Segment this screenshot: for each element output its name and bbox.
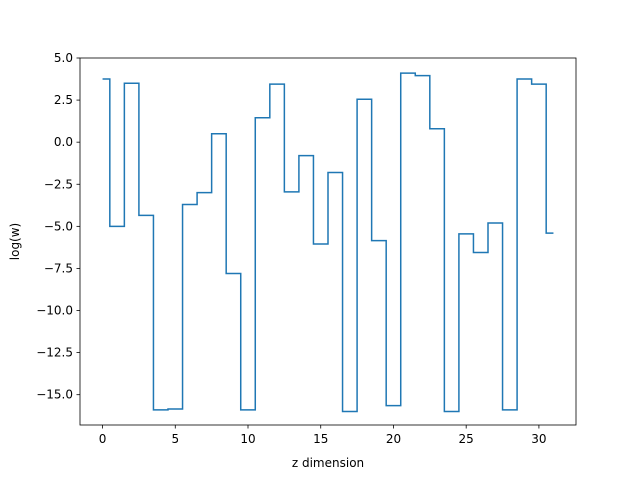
series-line-0	[102, 72, 554, 413]
x-axis: 0 5 10 15 20 25 30	[99, 425, 547, 446]
x-axis-label: z dimension	[292, 456, 364, 470]
y-tick-label: −12.5	[36, 346, 73, 360]
y-axis-label: log(w)	[8, 223, 22, 260]
x-tick-label: 30	[531, 432, 546, 446]
y-tick-label: −7.5	[44, 261, 73, 275]
plot-layer	[102, 72, 554, 413]
y-tick-label: −2.5	[44, 177, 73, 191]
y-axis: 5.0 2.5 0.0 −2.5 −5.0 −7.5 −10.0 −12.5 −15.0	[36, 51, 80, 402]
x-tick-label: 0	[99, 432, 107, 446]
axes-frame	[79, 57, 577, 426]
y-tick-label: −5.0	[44, 219, 73, 233]
x-tick-label: 10	[240, 432, 255, 446]
x-tick-label: 15	[313, 432, 328, 446]
x-tick-label: 20	[386, 432, 401, 446]
y-tick-label: −15.0	[36, 388, 73, 402]
y-tick-label: 2.5	[54, 93, 73, 107]
y-tick-label: 5.0	[54, 51, 73, 65]
y-tick-label: 0.0	[54, 135, 73, 149]
y-tick-label: −10.0	[36, 304, 73, 318]
x-tick-label: 5	[171, 432, 179, 446]
x-tick-label: 25	[459, 432, 474, 446]
